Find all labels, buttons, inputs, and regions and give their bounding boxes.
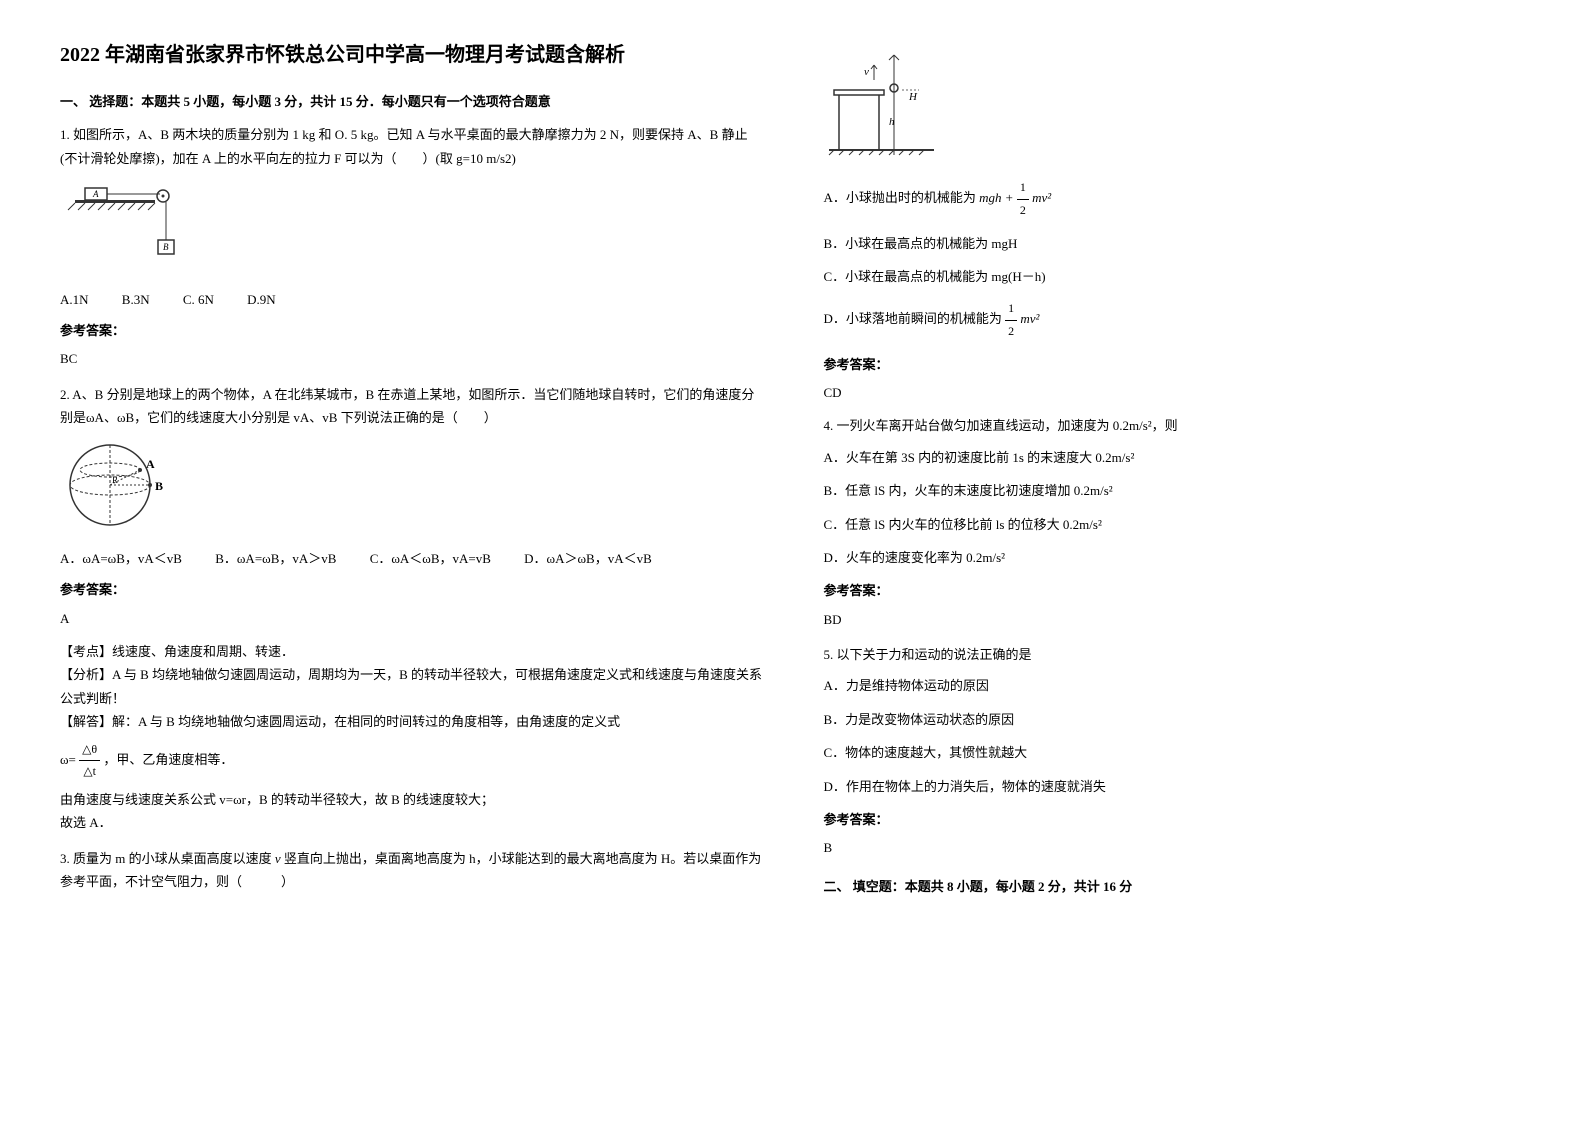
q2-answer-label: 参考答案： xyxy=(60,578,764,601)
q4-answer: BD xyxy=(824,608,1528,631)
q5-opt-a: A．力是维持物体运动的原因 xyxy=(824,674,1528,697)
q2-formula-prefix: ω= xyxy=(60,752,79,767)
svg-text:B: B xyxy=(163,242,169,252)
q3-optd-frac: 1 2 xyxy=(1005,298,1017,342)
projectile-diagram-svg: v H h xyxy=(824,50,944,160)
q3-opta-den: 2 xyxy=(1017,200,1029,222)
left-column: 2022 年湖南省张家界市怀铁总公司中学高一物理月考试题含解析 一、 选择题：本… xyxy=(60,40,764,908)
question-4: 4. 一列火车离开站台做匀加速直线运动，加速度为 0.2m/s²，则 A．火车在… xyxy=(824,414,1528,631)
q5-opt-d: D．作用在物体上的力消失后，物体的速度就消失 xyxy=(824,775,1528,798)
q2-solution: 【解答】解：A 与 B 均绕地轴做匀速圆周运动，在相同的时间转过的角度相等，由角… xyxy=(60,710,764,733)
q1-answer: BC xyxy=(60,347,764,370)
svg-text:h: h xyxy=(889,116,895,128)
q3-text: 3. 质量为 m 的小球从桌面高度以速度 v 竖直向上抛出，桌面离地高度为 h，… xyxy=(60,847,764,894)
q2-frac-den: △t xyxy=(79,761,100,783)
q1-options: A.1N B.3N C. 6N D.9N xyxy=(60,288,764,311)
q3-opt-b: B．小球在最高点的机械能为 mgH xyxy=(824,232,1528,255)
q3-optd-prefix: D．小球落地前瞬间的机械能为 xyxy=(824,311,1002,326)
question-2: 2. A、B 分别是地球上的两个物体，A 在北纬某城市，B 在赤道上某地，如图所… xyxy=(60,383,764,835)
q2-analysis: 【分析】A 与 B 均绕地轴做匀速圆周运动，周期均为一天，B 的转动半径较大，可… xyxy=(60,663,764,710)
q4-options: A．火车在第 3S 内的初速度比前 1s 的末速度大 0.2m/s² B．任意 … xyxy=(824,446,1528,570)
q2-solution-line2: 由角速度与线速度关系公式 v=ωr，B 的转动半径较大，故 B 的线速度较大； xyxy=(60,788,764,811)
q5-text: 5. 以下关于力和运动的说法正确的是 xyxy=(824,643,1528,666)
q3-opt-a: A．小球抛出时的机械能为 mgh + 1 2 mv² xyxy=(824,177,1528,221)
q4-opt-d: D．火车的速度变化率为 0.2m/s² xyxy=(824,546,1528,569)
q2-opt-b: B．ωA=ωB，vA＞vB xyxy=(215,547,336,570)
q3-answer-label: 参考答案： xyxy=(824,353,1528,376)
q1-opt-a: A.1N xyxy=(60,288,89,311)
q1-opt-b: B.3N xyxy=(122,288,150,311)
q4-opt-b: B．任意 lS 内，火车的末速度比初速度增加 0.2m/s² xyxy=(824,479,1528,502)
q1-opt-c: C. 6N xyxy=(183,288,214,311)
q3-opta-left: mgh + xyxy=(979,190,1013,205)
q2-point: 【考点】线速度、角速度和周期、转速． xyxy=(60,640,764,663)
q3-diagram: v H h xyxy=(824,50,1528,167)
q4-answer-label: 参考答案： xyxy=(824,579,1528,602)
q4-text: 4. 一列火车离开站台做匀加速直线运动，加速度为 0.2m/s²，则 xyxy=(824,414,1528,437)
question-5: 5. 以下关于力和运动的说法正确的是 A．力是维持物体运动的原因 B．力是改变物… xyxy=(824,643,1528,860)
q4-opt-c: C．任意 lS 内火车的位移比前 ls 的位移大 0.2m/s² xyxy=(824,513,1528,536)
q3-opt-d: D．小球落地前瞬间的机械能为 1 2 mv² xyxy=(824,298,1528,342)
q2-diagram: A B R xyxy=(60,440,764,537)
q3-opta-right: mv² xyxy=(1032,190,1051,205)
page-title: 2022 年湖南省张家界市怀铁总公司中学高一物理月考试题含解析 xyxy=(60,40,764,70)
section2-title: 二、 填空题：本题共 8 小题，每小题 2 分，共计 16 分 xyxy=(824,875,1528,898)
q2-opt-d: D．ωA＞ωB，vA＜vB xyxy=(524,547,652,570)
svg-text:R: R xyxy=(112,475,118,485)
question-3-start: 3. 质量为 m 的小球从桌面高度以速度 v 竖直向上抛出，桌面离地高度为 h，… xyxy=(60,847,764,894)
sphere-diagram-svg: A B R xyxy=(60,440,180,530)
q2-frac: △θ △t xyxy=(79,739,100,783)
q5-opt-c: C．物体的速度越大，其惯性就越大 xyxy=(824,741,1528,764)
q2-opt-c: C．ωA＜ωB，vA=vB xyxy=(370,547,491,570)
q3-text-part1: 3. 质量为 m 的小球从桌面高度以速度 xyxy=(60,851,272,866)
section1-title: 一、 选择题：本题共 5 小题，每小题 3 分，共计 15 分．每小题只有一个选… xyxy=(60,90,764,113)
q2-answer: A xyxy=(60,607,764,630)
q5-answer: B xyxy=(824,836,1528,859)
q1-answer-label: 参考答案： xyxy=(60,319,764,342)
q3-opta-frac: 1 2 xyxy=(1017,177,1029,221)
q5-opt-b: B．力是改变物体运动状态的原因 xyxy=(824,708,1528,731)
q2-frac-num: △θ xyxy=(79,739,100,762)
q5-answer-label: 参考答案： xyxy=(824,808,1528,831)
q1-text: 1. 如图所示，A、B 两木块的质量分别为 1 kg 和 O. 5 kg。已知 … xyxy=(60,123,764,170)
svg-text:v: v xyxy=(864,66,869,78)
q3-optd-num: 1 xyxy=(1005,298,1017,321)
q2-formula: ω= △θ △t ，甲、乙角速度相等． xyxy=(60,739,764,783)
q3-v-symbol: v xyxy=(275,851,281,866)
q4-opt-a: A．火车在第 3S 内的初速度比前 1s 的末速度大 0.2m/s² xyxy=(824,446,1528,469)
q2-formula-suffix: ，甲、乙角速度相等． xyxy=(103,752,233,767)
q2-text: 2. A、B 分别是地球上的两个物体，A 在北纬某城市，B 在赤道上某地，如图所… xyxy=(60,383,764,430)
svg-text:B: B xyxy=(155,479,163,493)
svg-text:A: A xyxy=(146,457,155,471)
svg-text:A: A xyxy=(92,189,99,199)
pulley-diagram-svg: A B xyxy=(60,180,200,270)
question-1: 1. 如图所示，A、B 两木块的质量分别为 1 kg 和 O. 5 kg。已知 … xyxy=(60,123,764,370)
q2-opt-a: A．ωA=ωB，vA＜vB xyxy=(60,547,182,570)
q3-optd-right: mv² xyxy=(1020,311,1039,326)
q2-options: A．ωA=ωB，vA＜vB B．ωA=ωB，vA＞vB C．ωA＜ωB，vA=v… xyxy=(60,547,764,570)
q3-answer: CD xyxy=(824,381,1528,404)
q3-opt-c: C．小球在最高点的机械能为 mg(H－h) xyxy=(824,265,1528,288)
q3-optd-den: 2 xyxy=(1005,321,1017,343)
q3-opta-prefix: A．小球抛出时的机械能为 xyxy=(824,190,980,205)
q1-diagram: A B xyxy=(60,180,764,277)
q1-opt-d: D.9N xyxy=(247,288,276,311)
right-column: v H h A．小球抛出时的机械能为 mgh + 1 2 mv² B．小球在最高… xyxy=(824,40,1528,908)
svg-text:H: H xyxy=(908,91,918,103)
q2-solution-line3: 故选 A． xyxy=(60,811,764,834)
q5-options: A．力是维持物体运动的原因 B．力是改变物体运动状态的原因 C．物体的速度越大，… xyxy=(824,674,1528,798)
q3-opta-num: 1 xyxy=(1017,177,1029,200)
q3-options: A．小球抛出时的机械能为 mgh + 1 2 mv² B．小球在最高点的机械能为… xyxy=(824,177,1528,342)
